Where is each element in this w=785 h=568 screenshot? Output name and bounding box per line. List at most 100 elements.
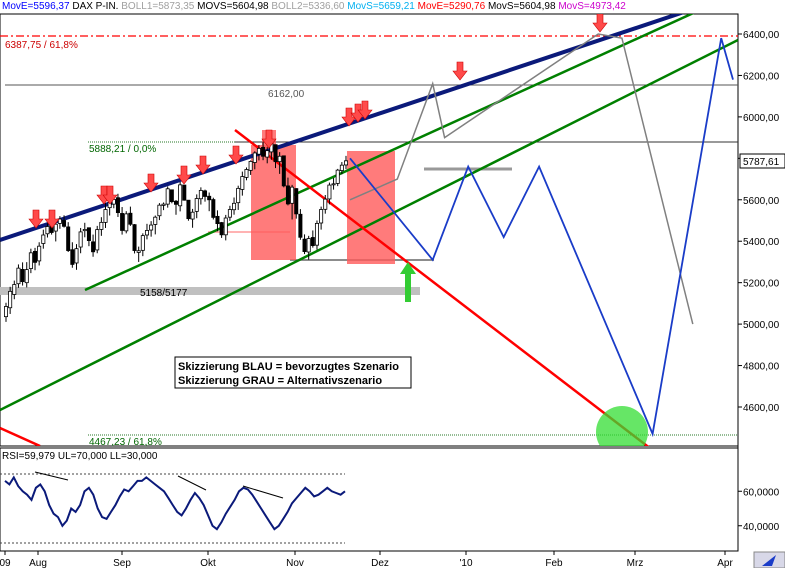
legend-box (174, 356, 412, 389)
candle-body (178, 184, 183, 207)
target-zone-circle (596, 406, 648, 446)
header-item: MovS=5659,21 (347, 1, 415, 12)
legend-line-1: Skizzierung BLAU = bevorzugtes Szenario (178, 361, 399, 373)
candle-body (41, 234, 46, 244)
rsi-line (4, 475, 346, 531)
candle-body (16, 267, 21, 285)
candle-body (232, 202, 237, 211)
time-tick-label: Dez (371, 558, 389, 568)
candle-body (4, 306, 9, 318)
candle-body (144, 230, 149, 236)
candle-body (37, 245, 42, 262)
candle-body (140, 235, 145, 251)
candle-body (294, 188, 299, 215)
candle-body (28, 252, 33, 269)
down-arrow-icon (357, 100, 373, 120)
candle-body (53, 223, 58, 232)
candle-body (306, 238, 311, 253)
candle-body (310, 237, 315, 246)
candle-body (86, 227, 91, 242)
time-tick-label: 09 (0, 558, 11, 568)
rsi-label: RSI=59,979 UL=70,000 LL=30,000 (2, 451, 158, 462)
scroll-corner-button[interactable] (753, 551, 785, 568)
candle-body (82, 229, 87, 232)
down-arrow-icon (350, 103, 366, 123)
candle-body (252, 152, 257, 163)
header-item: MovS=4973,42 (558, 1, 626, 12)
candle-body (227, 209, 232, 218)
candle-body (8, 290, 13, 309)
down-arrow-icon (44, 209, 60, 229)
candle-body (219, 222, 224, 236)
candle-body (240, 176, 245, 190)
down-arrow-icon (592, 14, 608, 33)
down-arrow-icon (452, 61, 468, 81)
rsi-divergence-2 (177, 475, 207, 491)
candle-body (244, 169, 249, 178)
candle-body (128, 212, 133, 225)
candle-body (66, 226, 71, 251)
down-arrow-icon (261, 129, 277, 149)
price-tick-label: 4800,00 (743, 362, 780, 373)
up-arrow-icon (400, 262, 416, 302)
time-tick-label: Feb (545, 558, 563, 568)
candle-body (323, 198, 328, 210)
down-arrow-icon (195, 155, 211, 175)
price-tick-label: 6000,00 (743, 113, 780, 124)
time-tick-label: Okt (200, 558, 216, 568)
header-item: MovE=5596,37 (2, 1, 70, 12)
candle-body (20, 269, 25, 283)
channel-upper-line (84, 14, 695, 292)
rsi-tick-label: 60,0000 (743, 487, 780, 498)
buy-signal-arrow (400, 262, 416, 302)
candle-body (203, 190, 208, 197)
candle-body (161, 203, 166, 206)
candle-body (157, 204, 162, 217)
time-tick-label: '10 (459, 558, 472, 568)
rsi-panel-frame (0, 447, 739, 552)
candle-body (78, 231, 83, 248)
price-tick-label: 6200,00 (743, 71, 780, 82)
price-candles (4, 139, 348, 322)
candle-body (124, 213, 129, 232)
candle-body (165, 188, 170, 205)
candle-body (327, 184, 332, 200)
arrow-icon (762, 555, 776, 566)
sell-signal-arrows (28, 14, 608, 229)
header-item: BOLL1=5873,35 (121, 1, 195, 12)
down-arrow-icon (143, 173, 159, 193)
down-arrow-icon (341, 107, 357, 127)
candle-body (74, 248, 79, 264)
candle-body (62, 220, 67, 227)
candle-body (207, 195, 212, 201)
candle-body (194, 198, 199, 212)
support-zone-band (0, 287, 420, 295)
candle-body (236, 187, 241, 204)
candle-body (57, 218, 62, 224)
time-tick-label: Apr (717, 558, 733, 568)
time-tick-label: Sep (113, 558, 131, 568)
rsi-divergence-3 (242, 485, 284, 499)
price-tick-label: 4600,00 (743, 403, 780, 414)
candle-body (319, 209, 324, 224)
candle-body (281, 155, 286, 187)
time-tick-label: Mrz (627, 558, 644, 568)
down-arrow-icon (28, 209, 44, 229)
legend-line-2: Skizzierung GRAU = Alternativszenario (178, 375, 382, 387)
rsi-axis: 60,0000 40,0000 (738, 487, 780, 533)
current-price-label: 5787,61 (743, 157, 780, 168)
candle-body (153, 216, 158, 225)
preferred-scenario-path (349, 37, 734, 438)
candle-body (335, 169, 340, 184)
candle-body (265, 150, 270, 158)
old-down-trendline (0, 426, 41, 446)
time-tick-label: Aug (29, 558, 47, 568)
down-arrow-icon (176, 165, 192, 185)
candle-body (103, 209, 108, 223)
candle-body (70, 249, 75, 265)
header-item: DAX P-IN. (72, 1, 119, 12)
rsi-tick-label: 40,0000 (743, 522, 780, 533)
header-item: MOVS=5604,98 (197, 1, 269, 12)
price-tick-label: 6400,00 (743, 30, 780, 41)
